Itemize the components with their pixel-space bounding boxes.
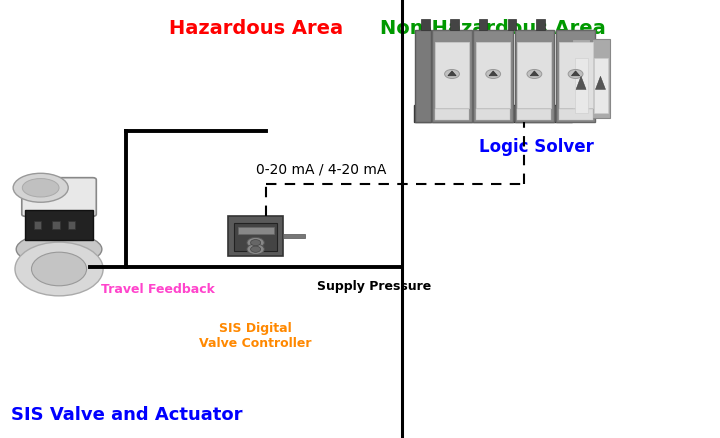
Bar bbox=[228, 217, 283, 256]
Bar bbox=[559, 42, 593, 109]
Polygon shape bbox=[448, 72, 456, 77]
Circle shape bbox=[251, 247, 261, 253]
Polygon shape bbox=[572, 72, 580, 77]
Bar bbox=[518, 42, 552, 109]
Text: SIS Digital
Valve Controller: SIS Digital Valve Controller bbox=[199, 321, 312, 349]
Circle shape bbox=[445, 71, 459, 79]
Circle shape bbox=[247, 238, 264, 248]
Bar bbox=[435, 110, 469, 121]
Bar bbox=[234, 223, 277, 252]
Text: Logic Solver: Logic Solver bbox=[479, 138, 594, 156]
Circle shape bbox=[251, 240, 261, 246]
Bar bbox=[508, 20, 516, 31]
Bar bbox=[572, 40, 590, 118]
Polygon shape bbox=[530, 72, 539, 77]
Bar bbox=[592, 40, 610, 118]
Bar bbox=[594, 59, 608, 114]
Bar bbox=[515, 31, 554, 123]
Bar bbox=[556, 31, 595, 123]
Text: Supply Pressure: Supply Pressure bbox=[317, 279, 431, 293]
Bar bbox=[432, 31, 472, 123]
Bar bbox=[53, 221, 60, 230]
Text: Travel Feedback: Travel Feedback bbox=[102, 283, 215, 296]
Polygon shape bbox=[595, 77, 606, 90]
Bar bbox=[473, 31, 513, 123]
Circle shape bbox=[527, 71, 541, 79]
Bar bbox=[421, 20, 430, 31]
Text: SIS Valve and Actuator: SIS Valve and Actuator bbox=[11, 405, 243, 423]
Bar bbox=[283, 234, 305, 239]
Polygon shape bbox=[576, 77, 586, 90]
Bar bbox=[415, 31, 431, 123]
Bar bbox=[68, 221, 75, 230]
Bar bbox=[476, 42, 510, 109]
Bar bbox=[34, 221, 41, 230]
Ellipse shape bbox=[13, 174, 68, 203]
Bar bbox=[414, 106, 572, 123]
FancyBboxPatch shape bbox=[22, 178, 96, 217]
Circle shape bbox=[486, 71, 500, 79]
Text: 0-20 mA / 4-20 mA: 0-20 mA / 4-20 mA bbox=[256, 162, 386, 176]
Text: Non-Hazardous Area: Non-Hazardous Area bbox=[380, 19, 606, 38]
Bar bbox=[25, 210, 93, 241]
Polygon shape bbox=[489, 72, 498, 77]
Text: Hazardous Area: Hazardous Area bbox=[168, 19, 343, 38]
Circle shape bbox=[247, 244, 264, 255]
Bar bbox=[435, 42, 469, 109]
Circle shape bbox=[15, 243, 103, 296]
Bar bbox=[575, 59, 588, 114]
Bar bbox=[559, 110, 593, 121]
Circle shape bbox=[32, 253, 86, 286]
Bar bbox=[476, 110, 510, 121]
Bar bbox=[536, 20, 545, 31]
Bar bbox=[238, 228, 274, 234]
Bar bbox=[450, 20, 459, 31]
Bar bbox=[518, 110, 552, 121]
Ellipse shape bbox=[22, 179, 59, 198]
Circle shape bbox=[568, 71, 583, 79]
Bar bbox=[479, 20, 487, 31]
Ellipse shape bbox=[17, 233, 102, 266]
